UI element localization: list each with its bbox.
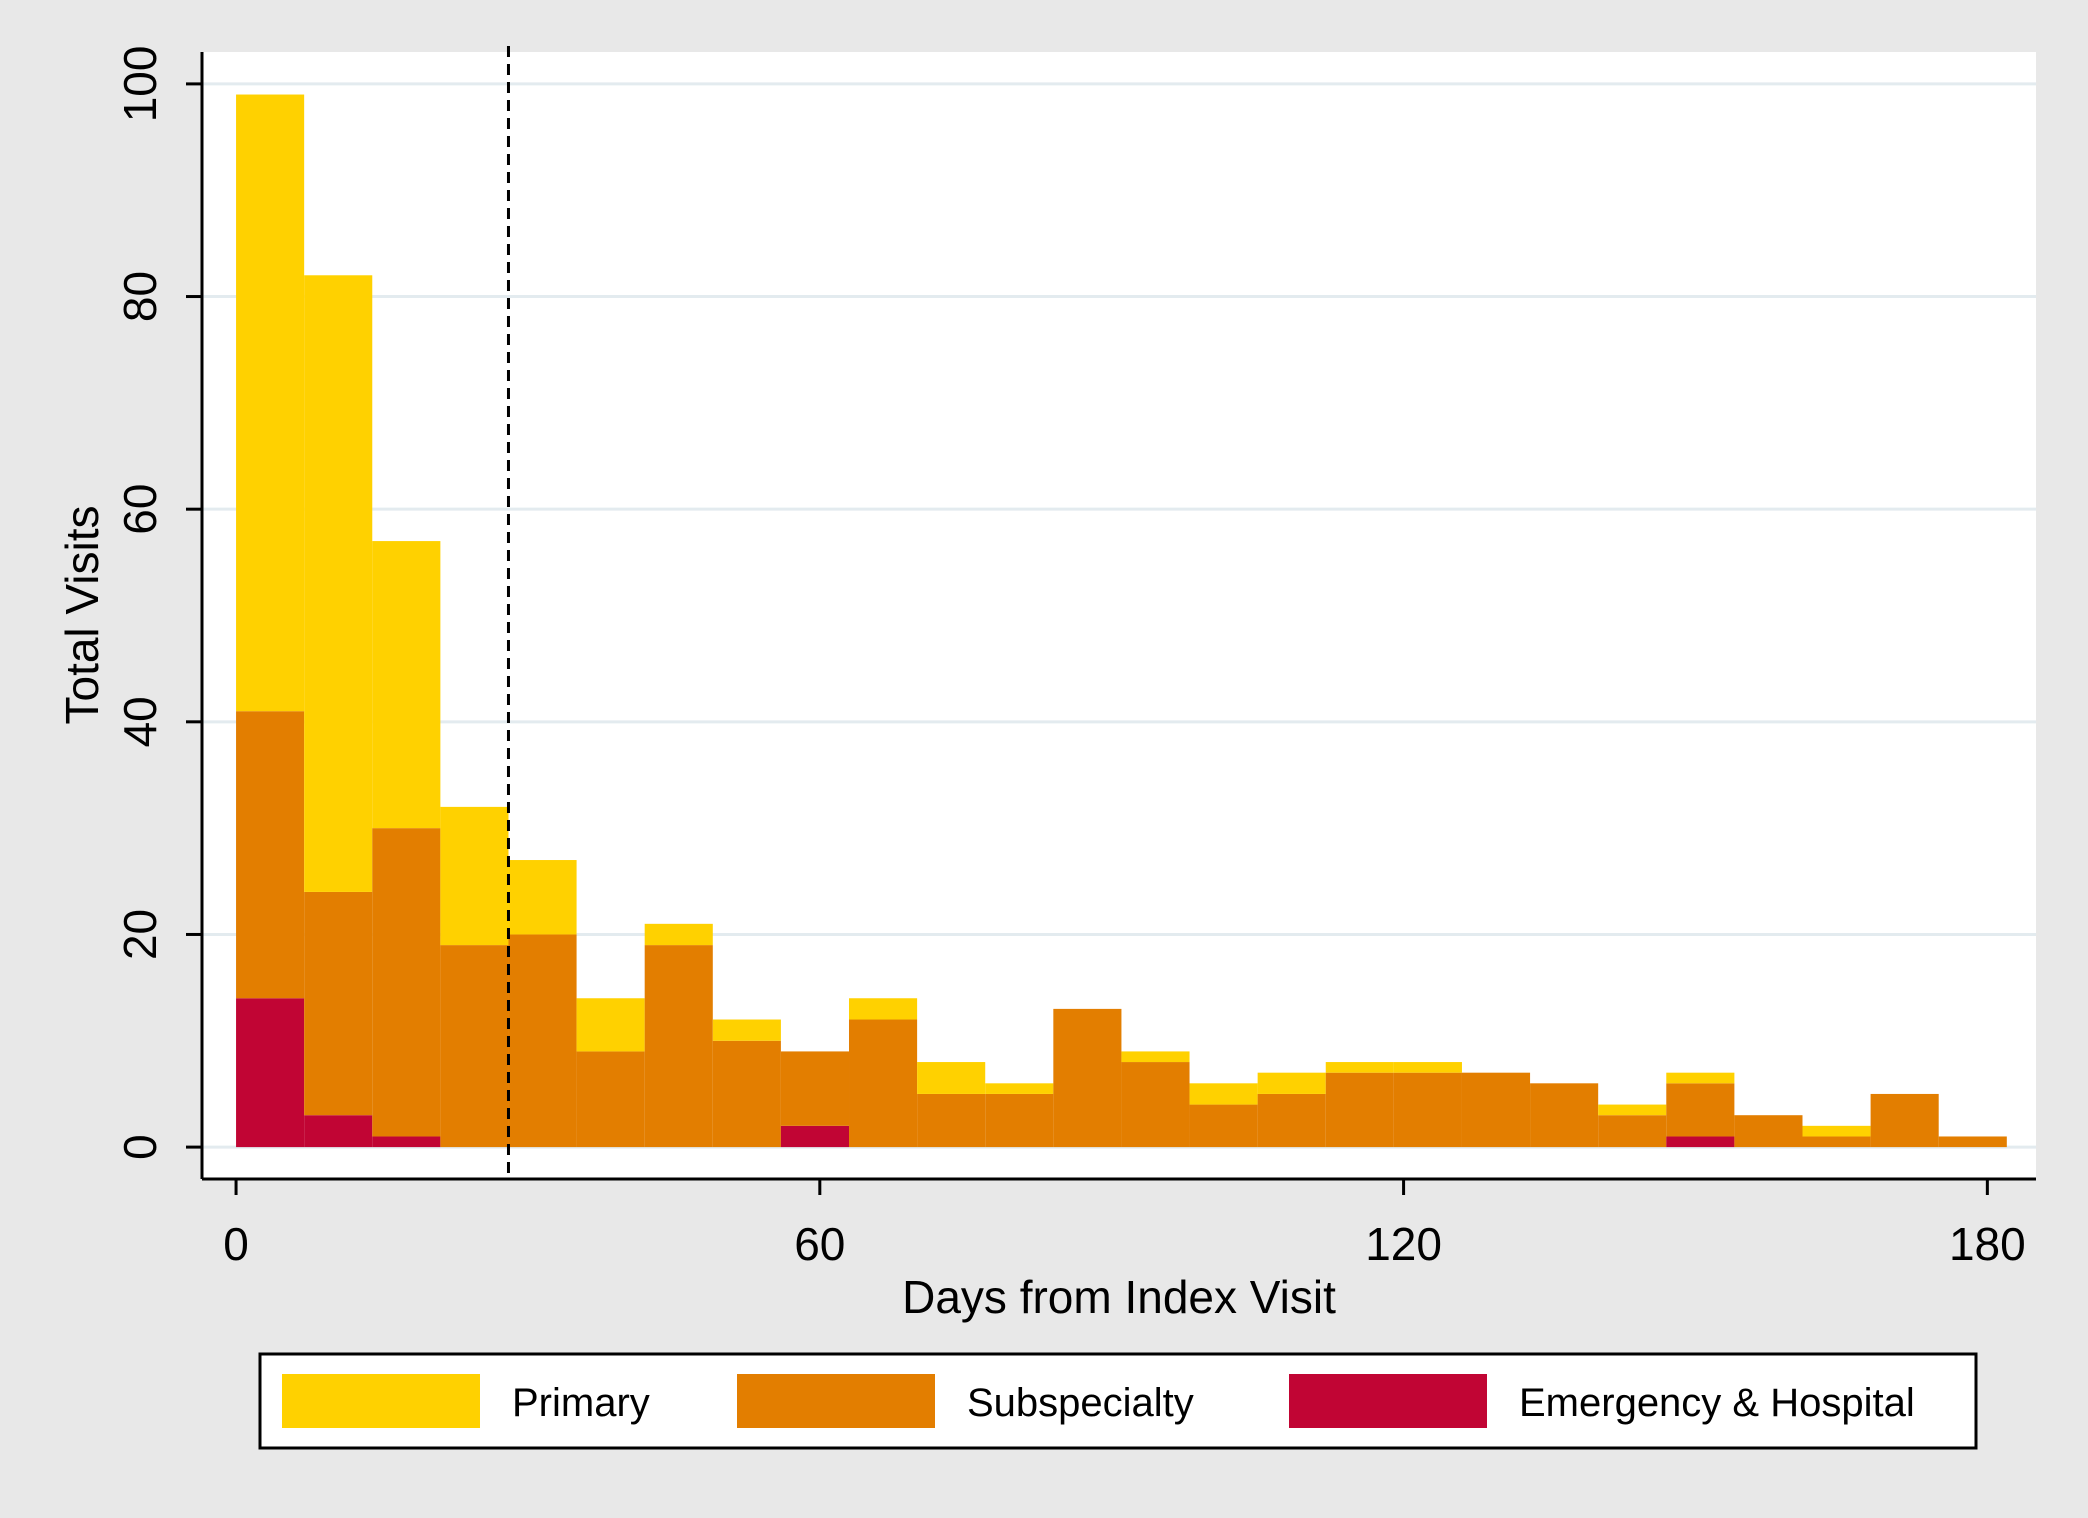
x-axis-label: Days from Index Visit bbox=[902, 1271, 1336, 1323]
legend-label: Subspecialty bbox=[967, 1381, 1194, 1425]
bar-segment bbox=[1393, 1062, 1462, 1073]
bar-segment bbox=[1666, 1083, 1735, 1137]
bar-segment bbox=[712, 1040, 781, 1148]
legend-box bbox=[258, 1352, 1978, 1450]
bar-segment bbox=[372, 1136, 441, 1148]
bar-segment bbox=[1938, 1136, 2007, 1148]
bar-segment bbox=[1734, 1115, 1803, 1148]
bar-segment bbox=[372, 828, 441, 1137]
bar-segment bbox=[780, 1125, 850, 1148]
bar-segment bbox=[1666, 1136, 1735, 1148]
bar-segment bbox=[1802, 1125, 1871, 1137]
bar-segment bbox=[440, 945, 509, 1148]
bar-segment bbox=[304, 1115, 373, 1148]
bar-segment bbox=[1461, 1072, 1531, 1148]
bar-segment bbox=[917, 1062, 986, 1094]
bar-segment bbox=[644, 923, 713, 946]
y-axis-ticks: 0 20 40 60 80 100 bbox=[114, 46, 202, 1160]
bar-segment bbox=[780, 1051, 850, 1126]
bar-segment bbox=[372, 541, 441, 829]
x-tick-label: 180 bbox=[1949, 1218, 2026, 1270]
bar-segment bbox=[849, 1019, 918, 1148]
bar-segment bbox=[1257, 1072, 1326, 1094]
y-tick-label: 40 bbox=[114, 696, 166, 747]
y-axis-label: Total Visits bbox=[56, 505, 108, 724]
x-tick-label: 60 bbox=[794, 1218, 845, 1270]
axes bbox=[200, 52, 2036, 1181]
bar-segment bbox=[985, 1093, 1054, 1148]
bar-segment bbox=[304, 275, 373, 892]
bar-segment bbox=[576, 998, 645, 1052]
bar-segment bbox=[508, 934, 577, 1148]
bar-segment bbox=[1325, 1062, 1394, 1073]
bar-segment bbox=[440, 806, 509, 946]
legend: Primary Subspecialty Emergency & Hospital bbox=[258, 1352, 1978, 1450]
bar-segment bbox=[576, 1051, 645, 1148]
bar-segment bbox=[1598, 1104, 1667, 1116]
y-tick-label: 80 bbox=[114, 271, 166, 322]
bar-segment bbox=[1189, 1104, 1258, 1148]
legend-swatch bbox=[737, 1374, 935, 1428]
y-tick-label: 100 bbox=[114, 46, 166, 123]
bar-segment bbox=[1121, 1051, 1190, 1063]
y-tick-label: 0 bbox=[114, 1134, 166, 1160]
bar-segment bbox=[712, 1019, 781, 1041]
bar-segment bbox=[304, 891, 373, 1116]
bar-segment bbox=[1189, 1083, 1258, 1105]
y-tick-label: 20 bbox=[114, 909, 166, 960]
bar-segment bbox=[1530, 1083, 1599, 1148]
bar-segment bbox=[1666, 1072, 1735, 1084]
x-tick-label: 0 bbox=[223, 1218, 249, 1270]
bar-segment bbox=[1325, 1072, 1394, 1148]
bars bbox=[236, 94, 2007, 1148]
bar-segment bbox=[985, 1083, 1054, 1094]
bar-segment bbox=[508, 860, 577, 935]
legend-swatch bbox=[1289, 1374, 1487, 1428]
y-tick-label: 60 bbox=[114, 484, 166, 535]
bar-segment bbox=[236, 711, 305, 999]
bar-segment bbox=[1598, 1115, 1667, 1148]
legend-label: Primary bbox=[512, 1381, 650, 1425]
bar-segment bbox=[1802, 1136, 1871, 1148]
bar-segment bbox=[236, 998, 305, 1148]
bar-segment bbox=[1870, 1093, 1939, 1148]
x-axis-ticks: 0 60 120 180 bbox=[223, 1179, 2026, 1270]
bar-segment bbox=[917, 1093, 986, 1148]
legend-label: Emergency & Hospital bbox=[1519, 1381, 1915, 1425]
bar-segment bbox=[1393, 1072, 1462, 1148]
legend-swatch bbox=[282, 1374, 480, 1428]
bar-segment bbox=[1053, 1008, 1122, 1148]
bar-segment bbox=[1257, 1093, 1326, 1148]
bar-segment bbox=[849, 998, 918, 1020]
bar-segment bbox=[236, 94, 305, 712]
bar-segment bbox=[1121, 1062, 1190, 1148]
bar-segment bbox=[644, 945, 713, 1148]
x-tick-label: 120 bbox=[1365, 1218, 1442, 1270]
